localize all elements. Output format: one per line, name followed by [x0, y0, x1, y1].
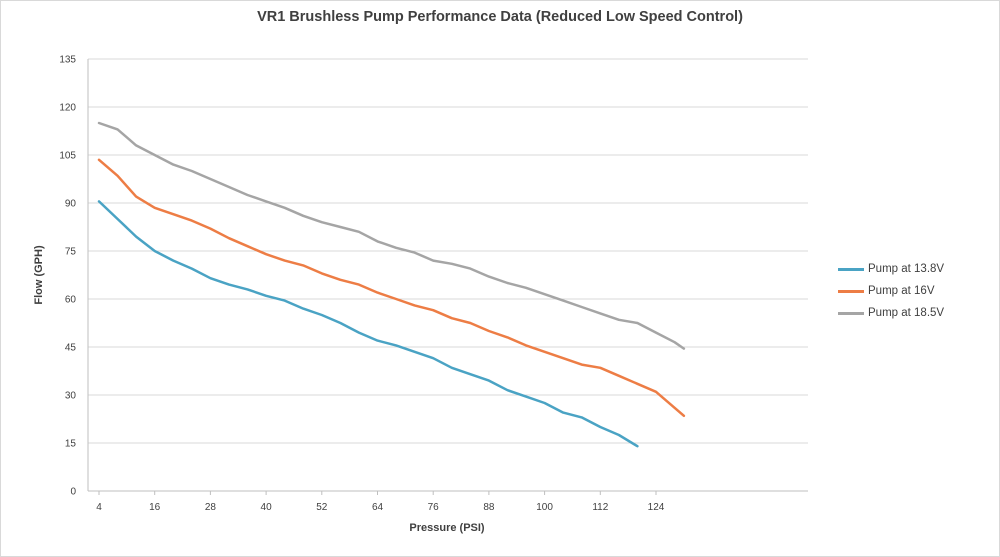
x-tick-label-6: 76 [428, 502, 440, 513]
x-tick-labels: 4 16 28 40 52 64 76 88 100 112 124 [96, 491, 665, 513]
x-axis-label: Pressure (PSI) [409, 522, 485, 534]
legend-label-0: Pump at 13.8V [868, 263, 945, 275]
y-tick-label-9: 135 [59, 55, 76, 66]
x-tick-label-0: 4 [96, 502, 102, 513]
y-tick-label-6: 90 [65, 199, 77, 210]
x-tick-label-3: 40 [261, 502, 273, 513]
y-tick-label-5: 75 [65, 247, 77, 258]
x-tick-label-8: 100 [536, 502, 553, 513]
x-tick-label-2: 28 [205, 502, 217, 513]
x-tick-label-7: 88 [483, 502, 495, 513]
series-line-0 [97, 200, 639, 448]
series-line-1 [97, 158, 686, 418]
y-tick-labels: 0 15 30 45 60 75 90 105 120 135 [59, 55, 76, 498]
series-line-2 [97, 121, 686, 350]
gridlines [88, 58, 808, 444]
legend-item-2: Pump at 18.5V [838, 302, 944, 324]
series-lines [97, 121, 686, 448]
axes [87, 59, 808, 492]
y-tick-label-0: 0 [70, 487, 76, 498]
legend-swatch-2 [838, 311, 864, 315]
legend-swatch-1 [838, 289, 864, 293]
x-tick-label-1: 16 [149, 502, 161, 513]
y-tick-label-4: 60 [65, 295, 77, 306]
legend: Pump at 13.8V Pump at 16V Pump at 18.5V [838, 258, 944, 324]
y-tick-label-2: 30 [65, 391, 77, 402]
legend-label-1: Pump at 16V [868, 285, 935, 297]
y-tick-label-8: 120 [59, 103, 76, 114]
y-tick-label-3: 45 [65, 343, 77, 354]
legend-item-0: Pump at 13.8V [838, 258, 944, 280]
legend-item-1: Pump at 16V [838, 280, 944, 302]
x-tick-label-10: 124 [648, 502, 665, 513]
y-tick-label-7: 105 [59, 151, 76, 162]
x-tick-label-9: 112 [592, 502, 608, 513]
chart-title: VR1 Brushless Pump Performance Data (Red… [257, 9, 743, 25]
x-tick-label-4: 52 [316, 502, 328, 513]
x-tick-label-5: 64 [372, 502, 384, 513]
y-tick-label-1: 15 [65, 439, 77, 450]
y-axis-label: Flow (GPH) [33, 245, 45, 305]
legend-label-2: Pump at 18.5V [868, 307, 945, 319]
legend-swatch-0 [838, 267, 864, 271]
